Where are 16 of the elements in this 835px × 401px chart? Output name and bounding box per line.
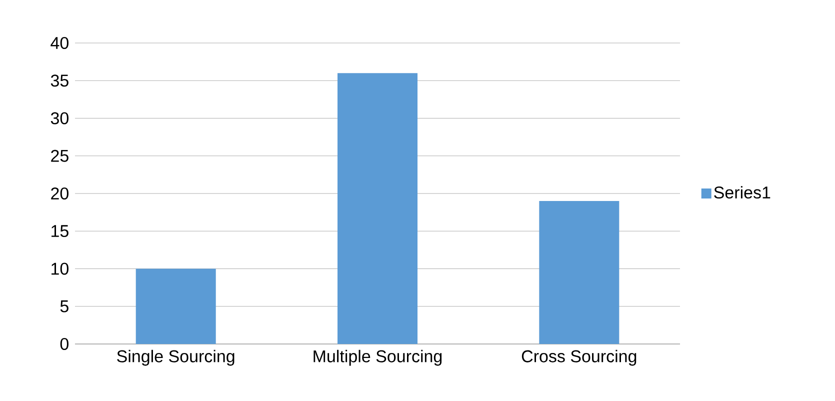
y-tick-label: 20 [51,187,68,200]
bar [338,73,418,344]
y-tick-label: 35 [50,74,68,87]
y-tick-label: 40 [50,36,68,50]
y-tick-label: 30 [50,112,68,124]
y-tick-label: 25 [51,150,68,162]
legend-label: Series1 [714,186,770,199]
y-tick-label: 10 [52,262,68,275]
y-tick-label: 15 [52,225,68,238]
y-tick-label: 0 [60,338,68,350]
x-tick-label: Cross Sourcing [522,350,636,366]
x-tick-label: Single Sourcing [117,350,234,366]
bar [539,201,620,344]
x-tick-label: Multiple Sourcing [314,350,442,366]
y-tick-label: 5 [60,300,68,312]
bar [136,268,216,344]
